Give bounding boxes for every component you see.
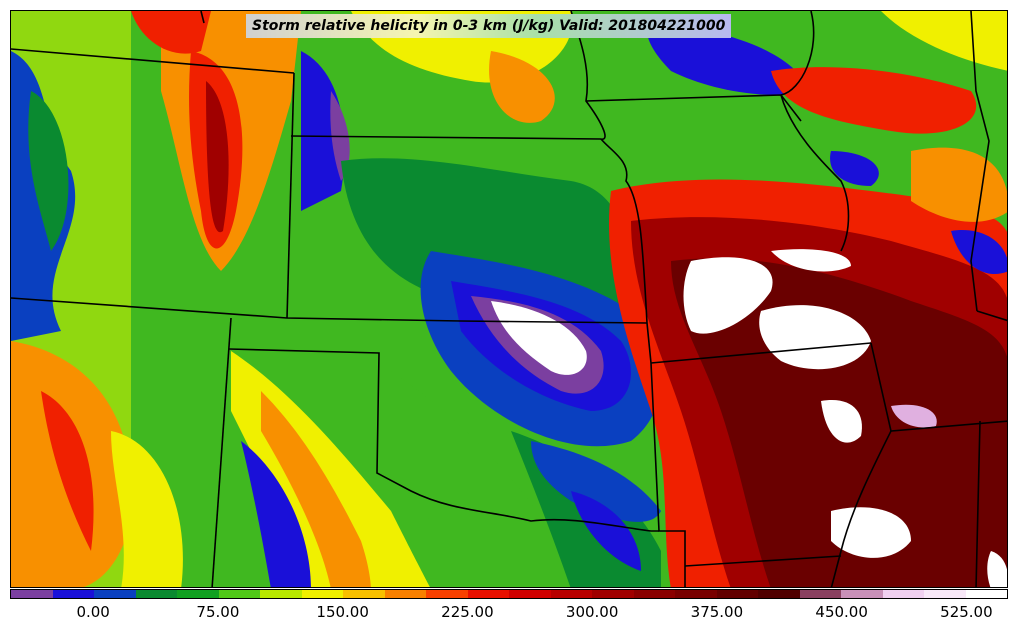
colorbar-swatch [675,590,717,598]
colorbar-swatch [426,590,468,598]
state-border-line [646,322,686,587]
colorbar-tick-label: 300.00 [565,603,619,621]
map-panel [10,10,1008,588]
colorbar-swatch [301,590,343,598]
field-region [911,147,1007,222]
colorbar-swatch [841,590,883,598]
field-region [830,151,879,186]
state-border-line [976,310,1007,322]
field-region [241,441,311,587]
state-border-line [780,11,815,96]
field-region [821,400,862,443]
state-border-line [830,430,892,587]
field-region [571,491,641,571]
state-border-line [211,317,232,587]
colorbar-swatch [924,590,966,598]
helicity-field-map [11,11,1007,587]
helicity-field [11,11,1007,587]
state-border-line [684,555,842,567]
state-borders [11,11,1007,587]
field-region [111,431,183,587]
colorbar-swatch [633,590,675,598]
colorbar-tick-label: 225.00 [441,603,494,621]
field-region [881,11,1007,71]
colorbar-swatch [177,590,219,598]
colorbar-swatch [965,590,1007,598]
colorbar-tick-label: 0.00 [76,603,110,621]
field-region [491,301,587,375]
colorbar-swatch [550,590,592,598]
colorbar-swatch [52,590,94,598]
colorbar-swatch [384,590,426,598]
colorbar-tick-label: 525.00 [940,603,993,621]
field-region [41,391,94,551]
field-region [771,249,851,272]
state-border-line [970,11,990,312]
colorbar-swatch [94,590,136,598]
state-border-line [600,138,648,324]
state-border-line [290,135,602,140]
field-region [28,91,69,251]
field-region [231,351,430,587]
field-region [489,51,555,123]
colorbar-ticks: 0.00 75.00 150.00 225.00 300.00 375.00 450.00 5… [10,601,1008,625]
field-region [531,441,661,522]
state-border-line [780,94,850,252]
colorbar-swatch [799,590,841,598]
colorbar-swatch [467,590,509,598]
colorbar-swatch [135,590,177,598]
colorbar [10,589,1008,599]
field-region [131,11,211,54]
field-region [206,81,229,233]
colorbar-swatch [343,590,385,598]
colorbar-swatch [218,590,260,598]
colorbar-swatch [509,590,551,598]
field-region [261,391,371,587]
map-title: Storm relative helicity in 0-3 km (J/kg)… [246,14,732,38]
colorbar-swatch [592,590,634,598]
colorbar-swatch [260,590,302,598]
field-region [891,404,937,428]
colorbar-tick-label: 75.00 [196,603,240,621]
colorbar-swatch [758,590,800,598]
state-border-line [975,420,981,587]
state-border-line [286,72,295,319]
field-region [951,230,1007,275]
colorbar-swatch [882,590,924,598]
state-border-line [650,342,872,364]
state-border-line [11,297,648,324]
field-region [771,67,977,134]
colorbar-swatch [716,590,758,598]
field-region [391,371,571,587]
field-region [987,551,1007,587]
colorbar-tick-label: 150.00 [316,603,369,621]
field-region [683,257,773,334]
state-border-line [11,48,295,74]
field-region [647,21,811,95]
state-border-line [228,348,659,532]
colorbar-tick-label: 450.00 [815,603,868,621]
state-border-line [200,11,205,24]
field-region [301,51,345,211]
field-region [759,305,871,370]
colorbar-swatch [11,590,53,598]
colorbar-tick-label: 375.00 [690,603,744,621]
